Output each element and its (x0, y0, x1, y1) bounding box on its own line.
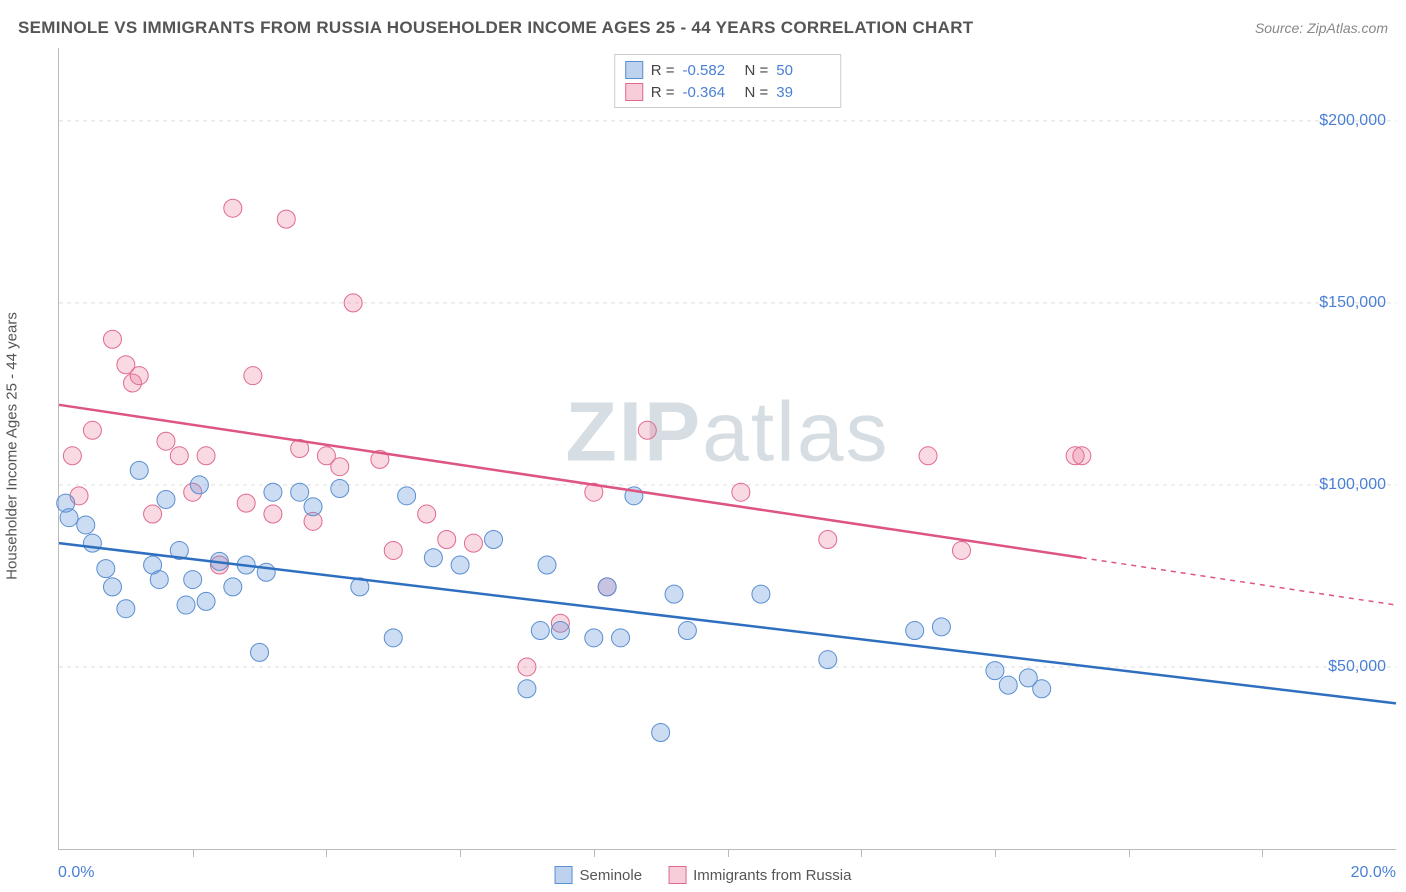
data-point (304, 498, 322, 516)
data-point (598, 578, 616, 596)
data-point (157, 490, 175, 508)
x-tick (1129, 850, 1130, 857)
legend-item-russia: Immigrants from Russia (668, 866, 851, 884)
data-point (63, 447, 81, 465)
trend-line (59, 543, 1396, 703)
data-point (451, 556, 469, 574)
x-tick (594, 850, 595, 857)
y-tick-label: $100,000 (1319, 476, 1386, 494)
data-point (83, 534, 101, 552)
data-point (819, 651, 837, 669)
data-point (331, 480, 349, 498)
data-point (678, 622, 696, 640)
legend-swatch-seminole (555, 866, 573, 884)
legend-bottom: Seminole Immigrants from Russia (555, 866, 852, 884)
data-point (83, 421, 101, 439)
data-point (60, 509, 78, 527)
x-tick (460, 850, 461, 857)
data-point (291, 483, 309, 501)
legend-label-seminole: Seminole (580, 867, 643, 884)
data-point (384, 629, 402, 647)
data-point (197, 592, 215, 610)
data-point (932, 618, 950, 636)
plot-svg (59, 48, 1396, 849)
data-point (117, 600, 135, 618)
data-point (224, 199, 242, 217)
x-tick (193, 850, 194, 857)
data-point (1073, 447, 1091, 465)
y-axis-title: Householder Income Ages 25 - 44 years (4, 312, 21, 580)
data-point (999, 676, 1017, 694)
data-point (130, 461, 148, 479)
data-point (652, 723, 670, 741)
data-point (986, 662, 1004, 680)
data-point (752, 585, 770, 603)
data-point (438, 531, 456, 549)
data-point (184, 571, 202, 589)
data-point (538, 556, 556, 574)
data-point (97, 560, 115, 578)
data-point (197, 447, 215, 465)
data-point (157, 432, 175, 450)
data-point (103, 578, 121, 596)
data-point (130, 367, 148, 385)
data-point (952, 541, 970, 559)
data-point (732, 483, 750, 501)
data-point (103, 330, 121, 348)
data-point (244, 367, 262, 385)
data-point (331, 458, 349, 476)
x-tick (861, 850, 862, 857)
data-point (1033, 680, 1051, 698)
x-tick (728, 850, 729, 857)
data-point (551, 622, 569, 640)
legend-item-seminole: Seminole (555, 866, 643, 884)
x-axis-min-label: 0.0% (58, 864, 94, 882)
data-point (531, 622, 549, 640)
data-point (384, 541, 402, 559)
data-point (485, 531, 503, 549)
data-point (518, 658, 536, 676)
data-point (819, 531, 837, 549)
data-point (906, 622, 924, 640)
data-point (518, 680, 536, 698)
data-point (277, 210, 295, 228)
data-point (77, 516, 95, 534)
data-point (424, 549, 442, 567)
data-point (464, 534, 482, 552)
data-point (224, 578, 242, 596)
data-point (398, 487, 416, 505)
trend-line-extrapolated (1082, 558, 1396, 605)
source-label: Source: ZipAtlas.com (1255, 20, 1388, 36)
y-tick-label: $150,000 (1319, 294, 1386, 312)
data-point (177, 596, 195, 614)
data-point (344, 294, 362, 312)
x-tick (995, 850, 996, 857)
data-point (638, 421, 656, 439)
trend-line (59, 405, 1082, 558)
data-point (585, 629, 603, 647)
x-axis-max-label: 20.0% (1351, 864, 1396, 882)
data-point (264, 505, 282, 523)
data-point (665, 585, 683, 603)
plot-area: ZIPatlas R = -0.582 N = 50 R = -0.364 N … (58, 48, 1396, 850)
data-point (190, 476, 208, 494)
data-point (418, 505, 436, 523)
data-point (919, 447, 937, 465)
data-point (237, 494, 255, 512)
legend-swatch-russia (668, 866, 686, 884)
data-point (264, 483, 282, 501)
data-point (612, 629, 630, 647)
y-tick-label: $200,000 (1319, 112, 1386, 130)
data-point (251, 643, 269, 661)
data-point (144, 505, 162, 523)
data-point (150, 571, 168, 589)
y-tick-label: $50,000 (1328, 658, 1386, 676)
data-point (170, 447, 188, 465)
x-tick (1262, 850, 1263, 857)
chart-title: SEMINOLE VS IMMIGRANTS FROM RUSSIA HOUSE… (18, 18, 973, 38)
legend-label-russia: Immigrants from Russia (693, 867, 851, 884)
x-tick (326, 850, 327, 857)
